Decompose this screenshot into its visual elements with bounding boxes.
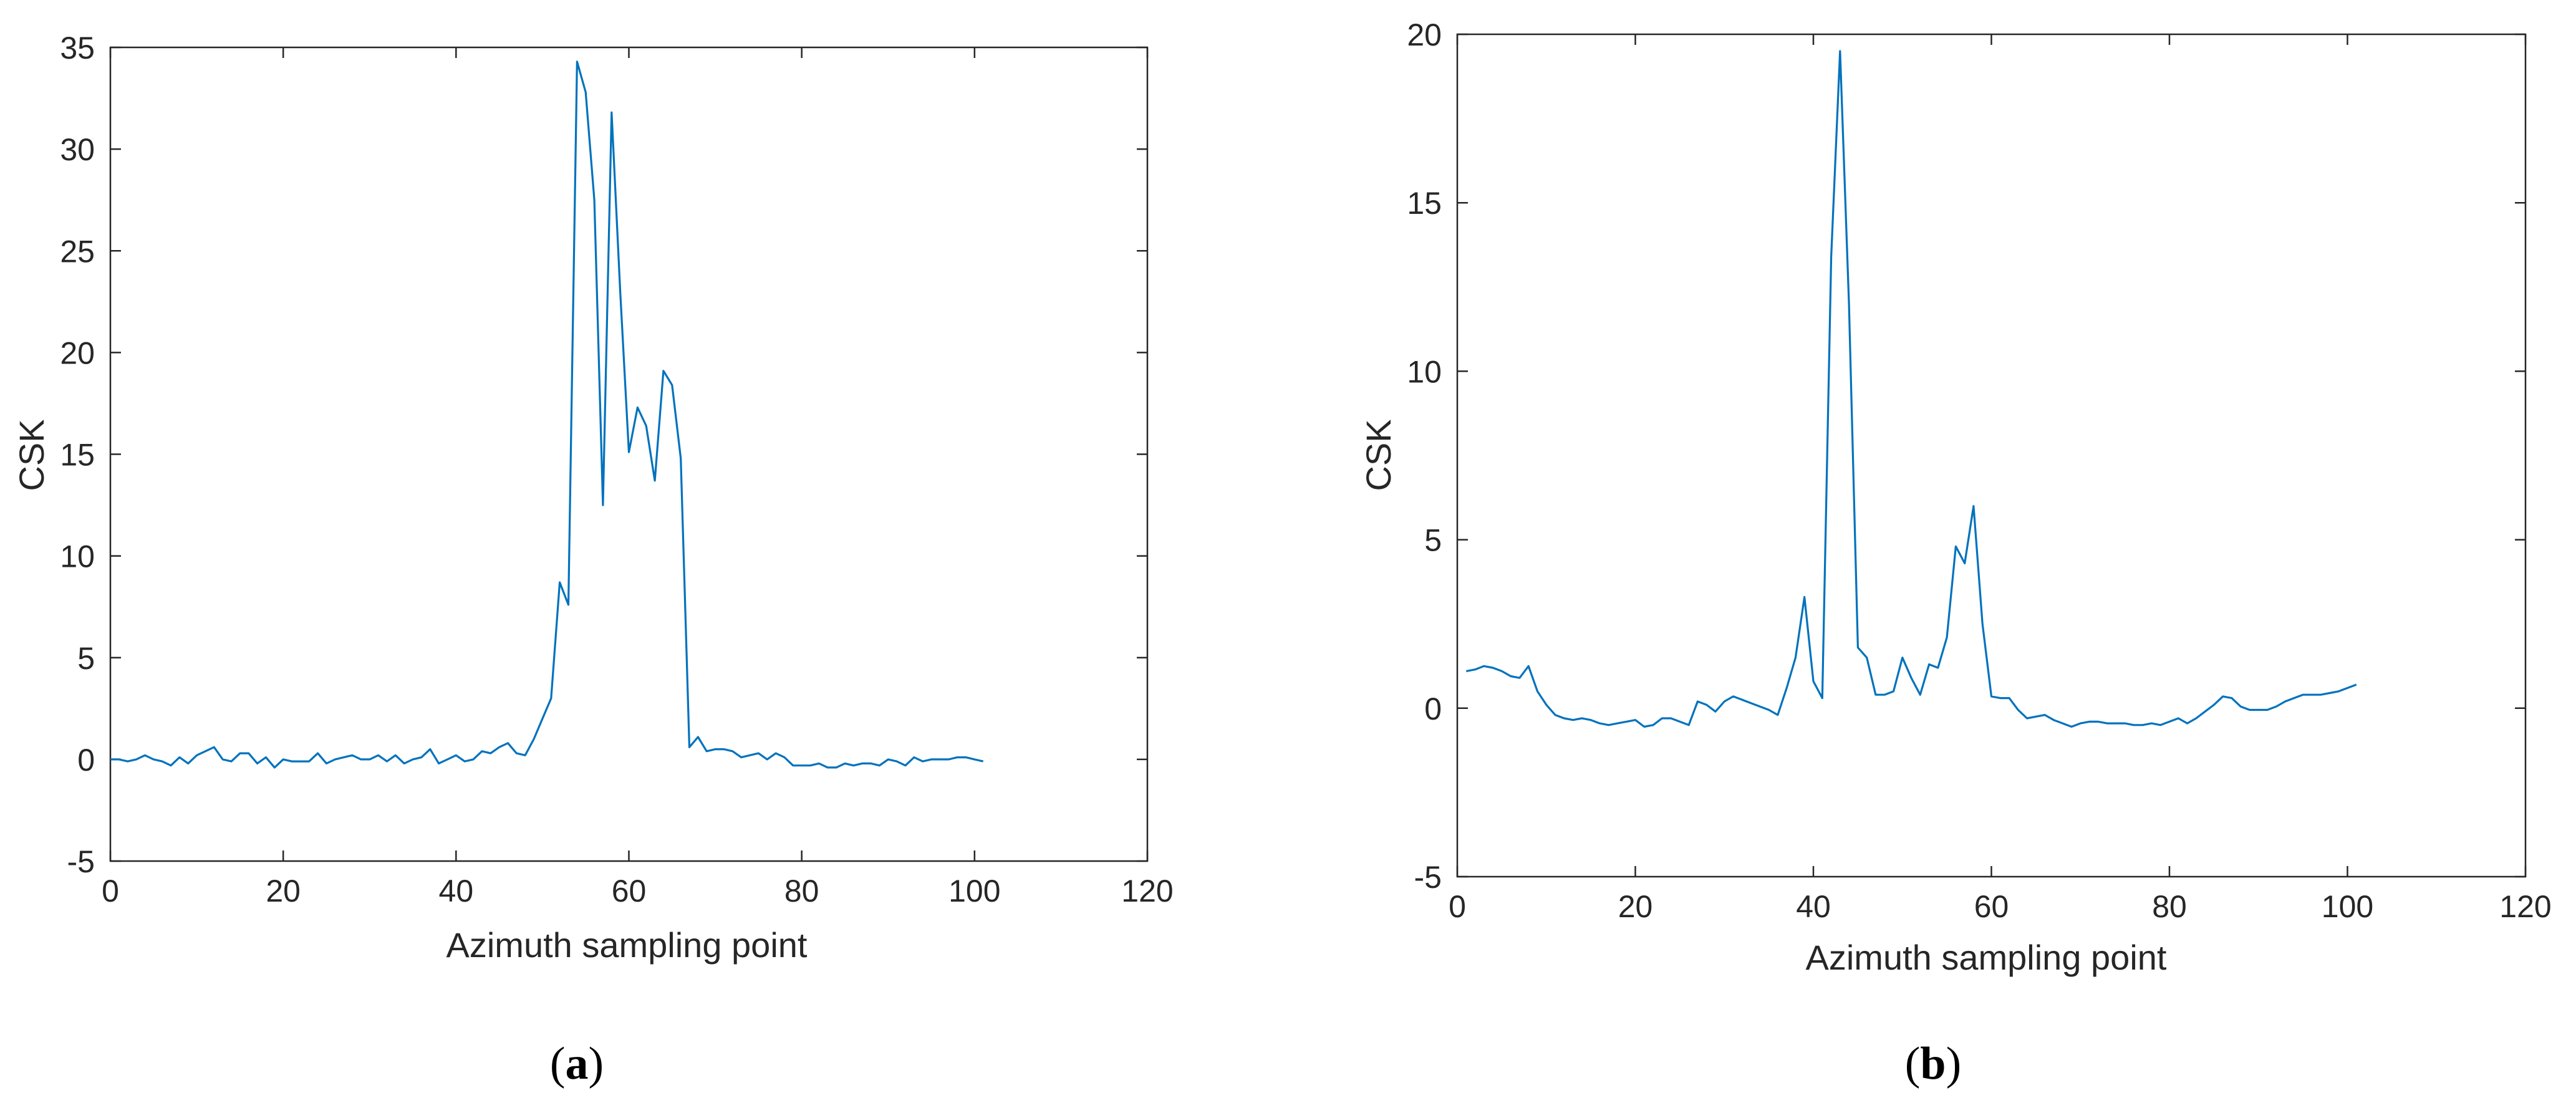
panel-label-close: ) (589, 1038, 604, 1089)
x-tick-label: 20 (266, 874, 301, 908)
y-axis-label: CSK (1359, 419, 1398, 491)
plot-area-frame (109, 46, 1149, 862)
x-axis-label: Azimuth sampling point (446, 925, 808, 965)
panel-label-letter: a (566, 1038, 589, 1089)
y-tick-label: 0 (1424, 691, 1442, 726)
series-line (1466, 50, 2357, 728)
panel-label: (a) (550, 1038, 604, 1089)
x-tick-label: 20 (1618, 889, 1653, 924)
y-tick-label: 5 (77, 641, 95, 676)
x-tick-label: 100 (948, 874, 1000, 908)
panel-label-open: ( (1905, 1038, 1921, 1089)
y-tick-label: 0 (77, 743, 95, 778)
y-tick-label: 30 (60, 132, 95, 167)
x-tick-label: 40 (1796, 889, 1831, 924)
x-tick-label: 40 (439, 874, 474, 908)
panel-label: (b) (1905, 1038, 1961, 1089)
y-tick-label: 10 (60, 539, 95, 574)
chart-panel-b: CSK Azimuth sampling point (b) 0 20 40 60 80… (1359, 17, 2552, 1089)
x-tick-label: 0 (102, 874, 119, 908)
x-axis-label: Azimuth sampling point (1806, 938, 2167, 977)
y-tick-label: 20 (60, 335, 95, 370)
x-tick-label: 60 (1974, 889, 2009, 924)
y-tick-label: -5 (1414, 860, 1442, 895)
x-tick-label: 80 (784, 874, 819, 908)
chart-panel-a: CSK Azimuth sampling point (a) 0 20 40 60 80… (12, 31, 1174, 1089)
x-tick-label: 0 (1449, 889, 1466, 924)
y-tick-label: 25 (60, 234, 95, 269)
y-tick-label: 15 (1407, 186, 1442, 221)
y-tick-label: 15 (60, 438, 95, 473)
y-tick-label: 10 (1407, 354, 1442, 389)
series-line (110, 60, 984, 769)
x-tick-label: 60 (612, 874, 647, 908)
y-tick-label: 5 (1424, 523, 1442, 558)
y-tick-label: 20 (1407, 17, 1442, 52)
panel-label-open: ( (550, 1038, 566, 1089)
panel-label-letter: b (1920, 1038, 1946, 1089)
y-tick-label: 35 (60, 31, 95, 65)
panel-label-close: ) (1946, 1038, 1962, 1089)
y-axis-label: CSK (12, 419, 51, 491)
plot-area-frame (1456, 33, 2527, 878)
x-tick-label: 120 (1121, 874, 1173, 908)
x-tick-label: 80 (2152, 889, 2187, 924)
x-tick-label: 100 (2322, 889, 2373, 924)
y-tick-label: -5 (67, 844, 95, 879)
x-tick-label: 120 (2499, 889, 2551, 924)
